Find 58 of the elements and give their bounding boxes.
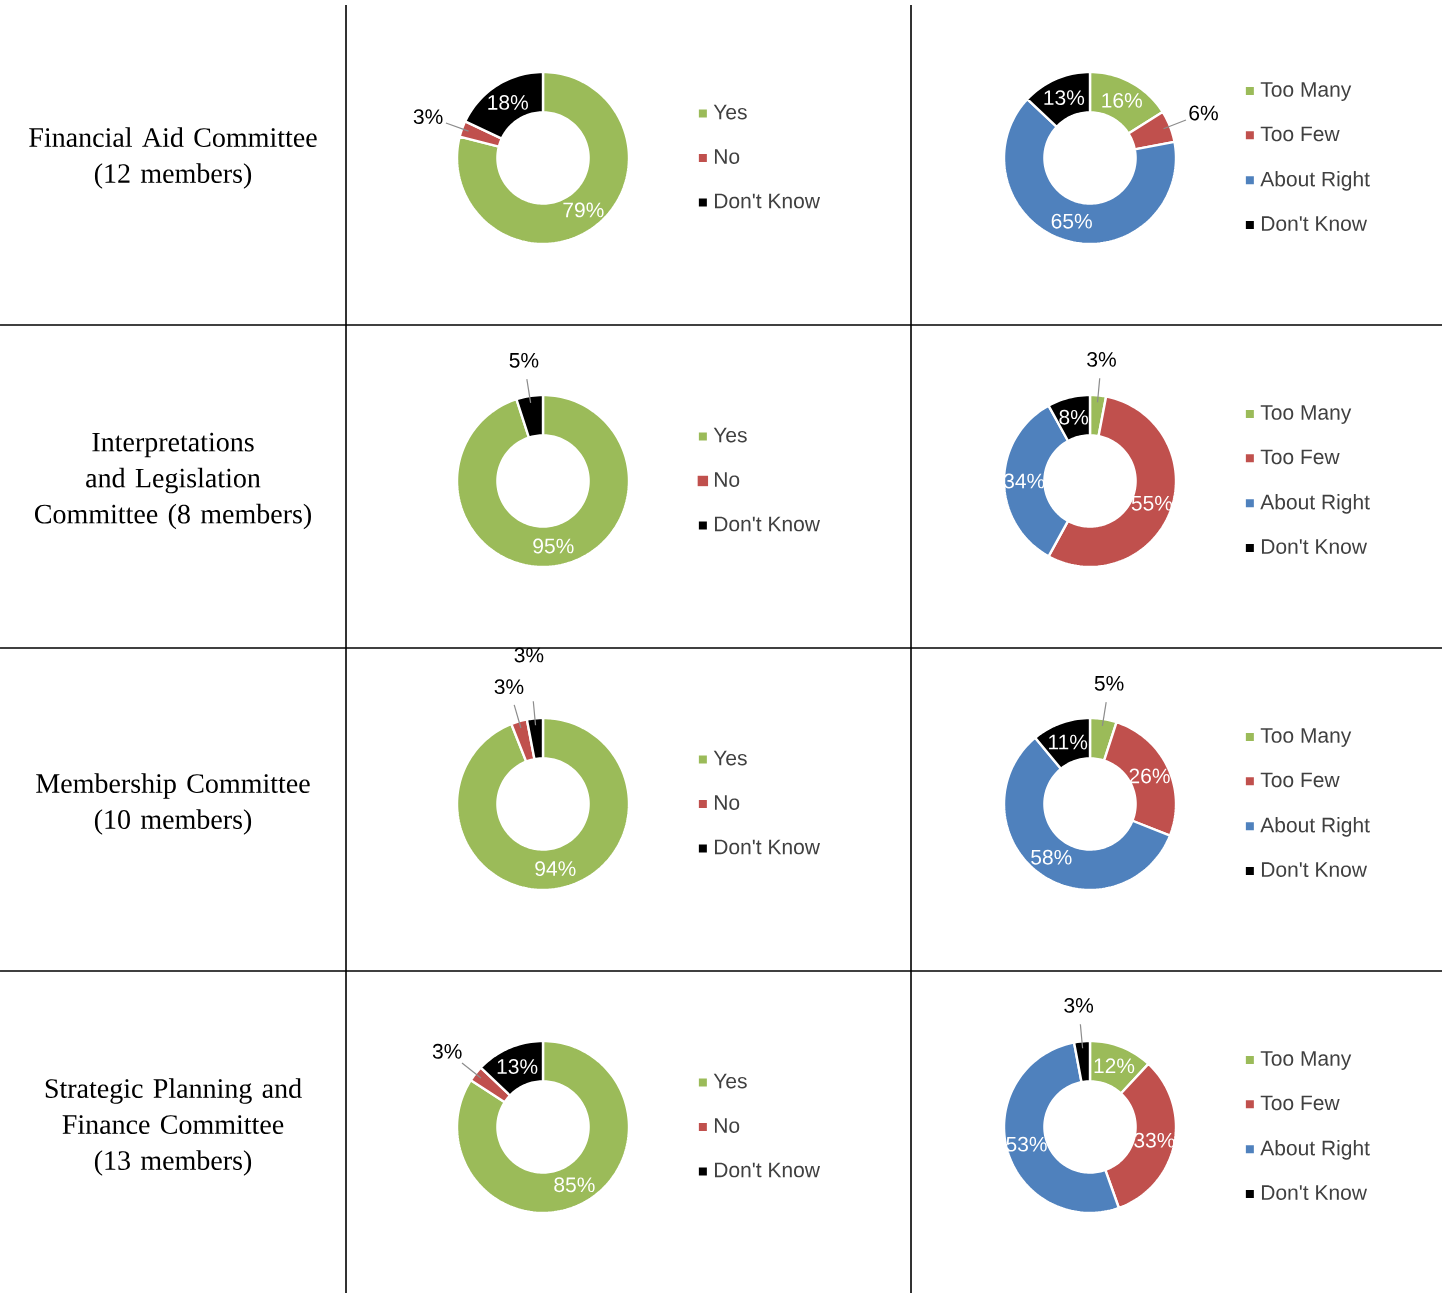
data-label: 8% [1059,409,1089,425]
legend-label: Don't Know [714,839,821,855]
legend-label: About Right [1260,171,1370,191]
legend-label: Too Many [1260,728,1352,748]
legend-label: Don't Know [1261,1185,1368,1200]
data-label: 5% [1094,675,1124,691]
legend-label: No [714,149,740,164]
data-label: 3% [1064,997,1094,1013]
text: Interpretations and Legislation Committee (8 members) [34,432,311,530]
legend-label: Don't Know [1261,862,1368,877]
data-label: 34% [1003,473,1045,489]
legend-label: Yes [713,427,747,443]
text: Financial Aid Committee (12 members) [29,127,317,189]
legend-label: Yes [713,1073,747,1089]
legend-label: About Right [1260,817,1370,837]
data-label: 65% [1051,213,1092,229]
legend-label: Too Many [1260,82,1352,102]
data-label: 3% [514,647,544,663]
legend-label: No [714,795,740,810]
data-label: 58% [1031,849,1072,865]
data-label: 3% [494,679,524,695]
data-label: 3% [1087,351,1116,367]
data-label: 12% [1094,1058,1135,1074]
legend-label: Don't Know [1261,539,1368,554]
data-label: 55% [1131,495,1173,511]
data-label: 13% [1044,90,1085,106]
legend-label: No [714,1118,740,1133]
data-label: 11% [1049,734,1088,750]
legend-label: Don't Know [1261,216,1368,231]
legend-label: Don't Know [714,1162,821,1178]
legend-label: Yes [713,750,747,766]
legend-label: Yes [713,104,747,120]
data-label: 26% [1129,768,1170,784]
legend-label: About Right [1260,1140,1370,1160]
legend-label: Too Many [1260,405,1352,425]
data-label: 94% [535,861,576,877]
legend-label: About Right [1260,494,1370,514]
data-label: 3% [432,1043,462,1059]
data-label: 79% [563,202,604,218]
legend-label: Too Few [1260,772,1340,788]
data-label: 95% [533,538,574,554]
legend-label: Don't Know [714,193,821,209]
data-label: 3% [413,109,443,125]
data-label: 18% [488,95,528,110]
text: Membership Committee (10 members) [36,773,310,835]
data-label: 6% [1189,105,1218,121]
legend-label: Too Many [1260,1051,1352,1071]
data-label: 5% [509,352,539,368]
legend-label: Too Few [1260,449,1340,465]
legend-label: Don't Know [714,516,821,532]
text: Strategic Planning and Finance Committee (13 members) [45,1078,302,1176]
legend-label: Too Few [1260,1095,1340,1111]
data-label: 85% [554,1177,595,1193]
legend-label: Too Few [1260,126,1340,142]
data-label: 53% [1006,1136,1047,1152]
data-label: 16% [1102,92,1142,108]
data-label: 13% [497,1059,538,1074]
legend-label: No [714,472,740,487]
